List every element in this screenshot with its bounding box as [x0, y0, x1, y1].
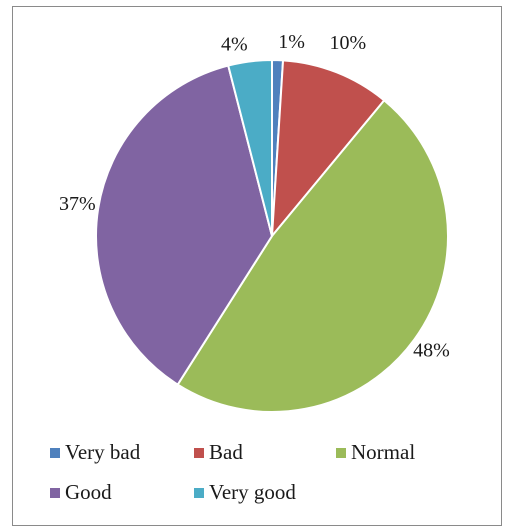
legend-swatch-very-bad [50, 448, 60, 458]
legend-swatch-very-good [194, 488, 204, 498]
pie-slice-good [95, 64, 274, 386]
legend-label-very-bad: Very bad [65, 440, 141, 464]
legend-label-good: Good [65, 480, 112, 504]
legend-swatch-bad [194, 448, 204, 458]
data-label-very-bad: 1% [278, 31, 305, 53]
data-label-very-good: 4% [221, 34, 248, 56]
data-label-bad: 10% [329, 32, 366, 54]
data-label-good: 37% [59, 193, 96, 215]
pie-slices [95, 58, 449, 413]
legend-label-normal: Normal [351, 440, 415, 464]
legend-label-bad: Bad [209, 440, 243, 464]
legend: Very bad Bad Normal Good Very good [50, 440, 415, 504]
legend-label-very-good: Very good [209, 480, 296, 504]
pie-slice-bad [270, 59, 386, 240]
legend-swatch-good [50, 488, 60, 498]
pie-slice-normal [176, 98, 449, 413]
pie-slice-very-good [227, 58, 273, 237]
legend-swatch-normal [336, 448, 346, 458]
pie-slice-labels: 1% 10% 48% 37% 4% [59, 31, 450, 361]
data-label-normal: 48% [413, 339, 450, 361]
